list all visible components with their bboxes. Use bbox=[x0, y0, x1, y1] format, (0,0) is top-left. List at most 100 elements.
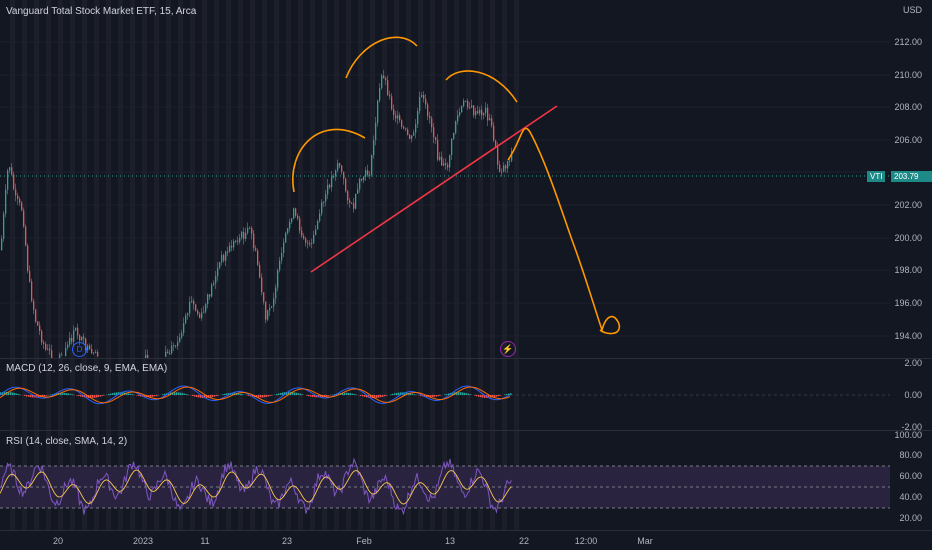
macd-histogram-bar bbox=[140, 395, 142, 397]
candle-body bbox=[455, 121, 457, 133]
candle-body bbox=[13, 174, 15, 190]
candle-body bbox=[183, 323, 185, 334]
macd-histogram-bar bbox=[32, 395, 34, 398]
candle-body bbox=[219, 262, 221, 268]
macd-histogram-bar bbox=[470, 394, 472, 395]
candle-body bbox=[369, 174, 371, 176]
macd-histogram-bar bbox=[164, 393, 166, 395]
macd-histogram-bar bbox=[96, 395, 98, 398]
rsi-tick: 100.00 bbox=[894, 430, 922, 440]
head-arc[interactable] bbox=[345, 36, 418, 79]
macd-histogram-bar bbox=[456, 392, 458, 395]
price-tick: 198.00 bbox=[894, 265, 922, 275]
session-band bbox=[70, 0, 75, 530]
macd-histogram-bar bbox=[24, 395, 26, 396]
macd-histogram-bar bbox=[224, 393, 226, 395]
session-band bbox=[82, 0, 87, 530]
candle-body bbox=[437, 140, 439, 160]
macd-histogram-bar bbox=[352, 393, 354, 395]
candle-body bbox=[1, 238, 3, 250]
candle-body bbox=[37, 321, 39, 326]
macd-histogram-bar bbox=[424, 395, 426, 397]
time-tick: 13 bbox=[444, 536, 456, 546]
candle-body bbox=[365, 170, 367, 177]
candle-body bbox=[453, 132, 455, 139]
session-band bbox=[406, 0, 411, 530]
macd-histogram-bar bbox=[262, 395, 264, 398]
macd-histogram-bar bbox=[328, 395, 330, 396]
macd-histogram-bar bbox=[312, 395, 314, 397]
macd-histogram-bar bbox=[392, 393, 394, 395]
neckline-trendline[interactable] bbox=[310, 105, 558, 273]
pane-separator[interactable] bbox=[0, 358, 932, 359]
macd-histogram-bar bbox=[258, 395, 260, 398]
macd-histogram-bar bbox=[314, 395, 316, 398]
candle-body bbox=[451, 138, 453, 156]
macd-histogram-bar bbox=[288, 391, 290, 395]
candle-body bbox=[325, 194, 327, 202]
candle-body bbox=[227, 251, 229, 253]
macd-histogram-bar bbox=[186, 394, 188, 395]
candle-body bbox=[7, 170, 9, 190]
candle-body bbox=[185, 315, 187, 324]
candle-body bbox=[445, 163, 447, 165]
candle-body bbox=[223, 255, 225, 261]
rsi-tick: 80.00 bbox=[899, 450, 922, 460]
macd-histogram-bar bbox=[78, 395, 80, 397]
candle-body bbox=[263, 292, 265, 302]
candle-body bbox=[497, 146, 499, 165]
candle-body bbox=[251, 228, 253, 234]
macd-histogram-bar bbox=[440, 395, 442, 396]
macd-histogram-bar bbox=[506, 393, 508, 395]
lightning-icon[interactable]: ⚡ bbox=[500, 341, 516, 357]
macd-histogram-bar bbox=[420, 395, 422, 396]
price-tick: 212.00 bbox=[894, 37, 922, 47]
macd-histogram-bar bbox=[90, 395, 92, 399]
candle-body bbox=[377, 100, 379, 123]
dividend-marker[interactable]: D bbox=[72, 342, 87, 357]
session-band bbox=[442, 0, 447, 530]
candle-body bbox=[439, 156, 441, 160]
macd-histogram-bar bbox=[476, 395, 478, 397]
macd-histogram-bar bbox=[38, 395, 40, 398]
session-band bbox=[370, 0, 375, 530]
macd-histogram-bar bbox=[310, 395, 312, 397]
macd-histogram-bar bbox=[80, 395, 82, 397]
macd-histogram-bar bbox=[480, 395, 482, 398]
macd-histogram-bar bbox=[228, 393, 230, 395]
macd-histogram-bar bbox=[118, 392, 120, 395]
macd-histogram-bar bbox=[16, 393, 18, 395]
candle-body bbox=[429, 116, 431, 119]
session-band bbox=[22, 0, 27, 530]
macd-histogram-bar bbox=[482, 395, 484, 398]
candle-body bbox=[491, 118, 493, 126]
candle-body bbox=[239, 237, 241, 242]
macd-histogram-bar bbox=[110, 393, 112, 395]
macd-histogram-bar bbox=[102, 395, 104, 396]
price-axis[interactable]: USD 212.00 210.00 208.00 206.00 202.00 2… bbox=[890, 0, 932, 355]
pane-separator[interactable] bbox=[0, 430, 932, 431]
session-band bbox=[322, 0, 327, 530]
projection-arrow-path[interactable] bbox=[507, 127, 621, 335]
macd-histogram-bar bbox=[302, 394, 304, 395]
macd-histogram-bar bbox=[444, 394, 446, 395]
candle-body bbox=[447, 164, 449, 168]
candle-body bbox=[427, 104, 429, 117]
session-band bbox=[130, 0, 135, 530]
rsi-line bbox=[0, 457, 512, 516]
session-band bbox=[298, 0, 303, 530]
macd-histogram-bar bbox=[70, 393, 72, 395]
macd-histogram-bar bbox=[60, 392, 62, 395]
macd-histogram-bar bbox=[180, 392, 182, 395]
right-shoulder-arc[interactable] bbox=[445, 70, 518, 103]
macd-histogram-bar bbox=[308, 395, 310, 397]
drawings bbox=[292, 36, 621, 335]
candle-body bbox=[459, 112, 461, 116]
macd-histogram-bar bbox=[150, 395, 152, 397]
candle-body bbox=[495, 140, 497, 147]
macd-axis[interactable]: 2.00 0.00 -2.00 bbox=[890, 358, 932, 432]
left-shoulder-arc[interactable] bbox=[292, 128, 366, 193]
rsi-axis[interactable]: 100.00 80.00 60.00 40.00 20.00 bbox=[890, 430, 932, 530]
candle-body bbox=[231, 245, 233, 248]
